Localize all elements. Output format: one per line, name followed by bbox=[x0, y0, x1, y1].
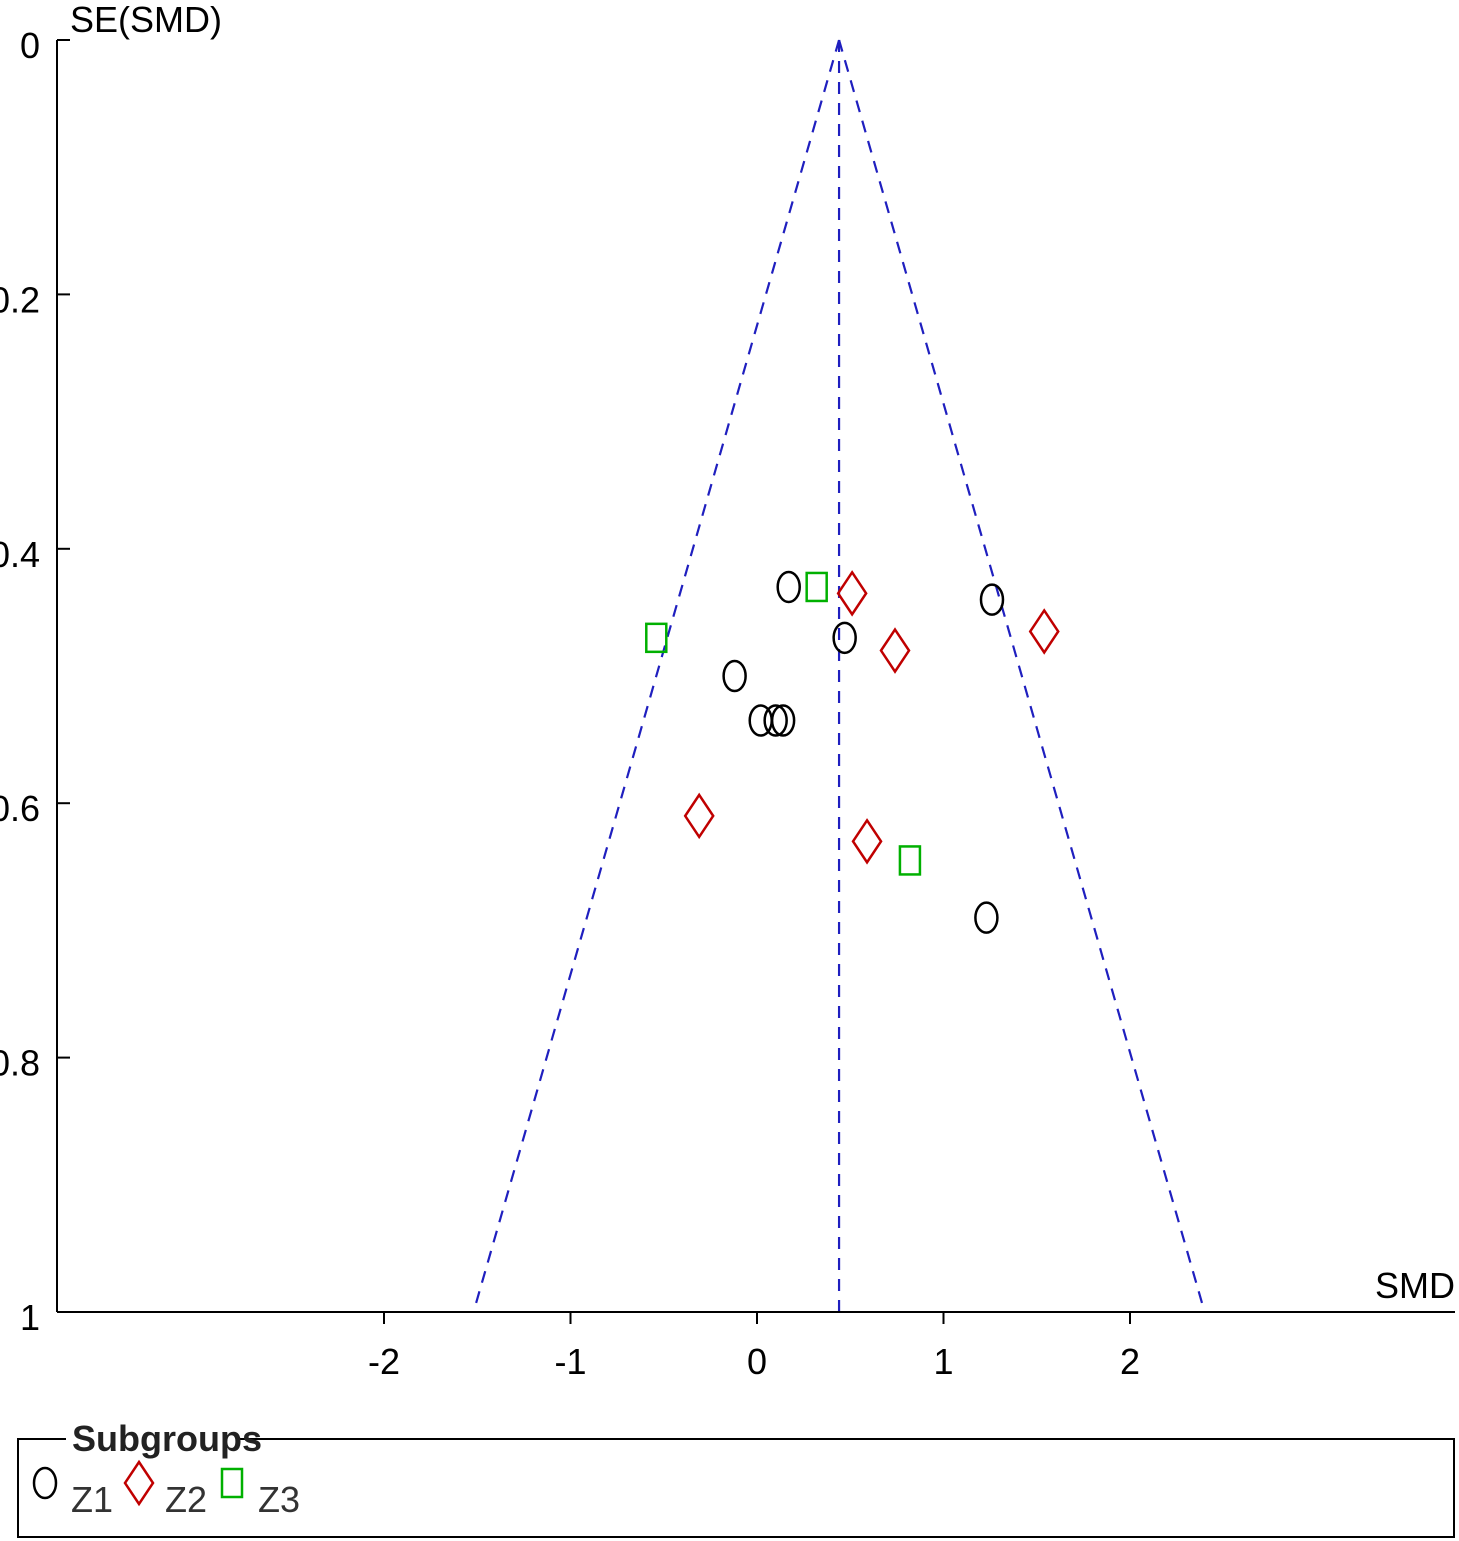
x-tick-label: 1 bbox=[933, 1341, 953, 1382]
funnel-right-bound bbox=[838, 39, 1206, 1313]
y-tick-label: 0.6 bbox=[0, 788, 40, 829]
data-point-z2 bbox=[851, 818, 883, 865]
data-point-z2 bbox=[683, 792, 715, 840]
legend: Subgroups Z1 Z2 Z3 bbox=[17, 1418, 1455, 1538]
data-point-z3 bbox=[645, 622, 668, 654]
data-point-z1 bbox=[776, 570, 801, 604]
x-tick-label: -1 bbox=[554, 1341, 586, 1382]
data-point-z2 bbox=[836, 570, 868, 617]
data-point-z3 bbox=[898, 845, 922, 876]
data-point-z3 bbox=[805, 571, 828, 603]
x-tick-label: 0 bbox=[747, 1341, 767, 1382]
data-point-z1 bbox=[763, 704, 788, 737]
legend-title-background bbox=[66, 1430, 236, 1450]
tick-group: 0 0.2 0.4 0.6 0.8 1 -2 -1 0 1 2 bbox=[0, 25, 1140, 1382]
funnel-guides bbox=[472, 39, 1206, 1313]
y-tick-label: 1 bbox=[20, 1297, 40, 1338]
data-point-z1 bbox=[979, 583, 1005, 616]
data-points bbox=[645, 570, 1060, 934]
data-point-z1 bbox=[722, 659, 747, 693]
axes: SE(SMD) SMD bbox=[56, 0, 1455, 1313]
data-point-z1 bbox=[974, 901, 999, 934]
legend-marker-z1 bbox=[32, 1466, 58, 1500]
y-tick-label: 0.2 bbox=[0, 279, 40, 320]
legend-marker-z3 bbox=[220, 1467, 244, 1499]
data-point-z2 bbox=[879, 627, 911, 674]
legend-label-z2: Z2 bbox=[165, 1479, 207, 1520]
data-point-z1 bbox=[770, 704, 796, 737]
y-tick-label: 0.8 bbox=[0, 1043, 40, 1084]
legend-label-z3: Z3 bbox=[258, 1479, 300, 1520]
y-axis-title: SE(SMD) bbox=[70, 0, 222, 40]
legend-marker-z2 bbox=[123, 1459, 155, 1507]
data-point-z2 bbox=[1028, 608, 1060, 655]
y-tick-label: 0 bbox=[20, 25, 40, 66]
x-tick-label: 2 bbox=[1120, 1341, 1140, 1382]
x-axis-title: SMD bbox=[1375, 1265, 1455, 1306]
data-point-z1 bbox=[832, 621, 857, 655]
legend-label-z1: Z1 bbox=[71, 1479, 113, 1520]
legend-title: Subgroups bbox=[72, 1418, 262, 1459]
legend-box bbox=[17, 1438, 1455, 1538]
legend-entries: Z1 Z2 Z3 bbox=[32, 1459, 300, 1520]
y-tick-label: 0.4 bbox=[0, 534, 40, 575]
funnel-left-bound bbox=[472, 39, 841, 1313]
x-tick-label: -2 bbox=[368, 1341, 400, 1382]
